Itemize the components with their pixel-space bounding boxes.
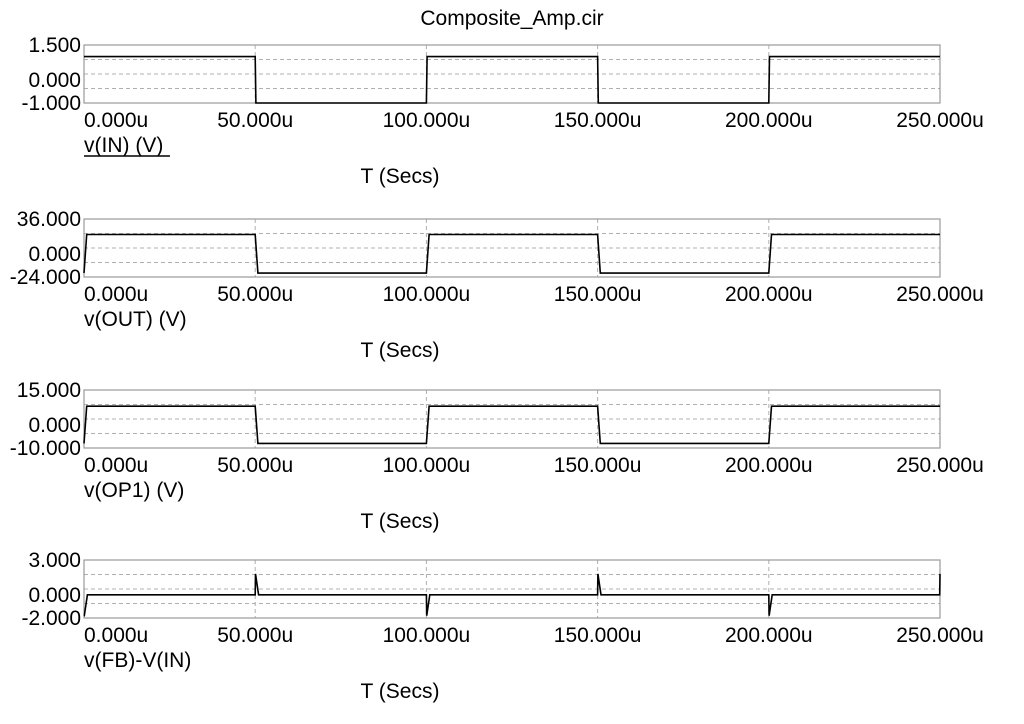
series-label[interactable]: v(IN) (V) — [84, 134, 163, 157]
x-tick-label: 0.000u — [84, 454, 148, 477]
x-tick-label: 250.000u — [896, 283, 984, 306]
x-tick-label: 200.000u — [725, 283, 813, 306]
y-tick-label: 0.000 — [28, 243, 81, 266]
x-tick-label: 150.000u — [554, 454, 642, 477]
y-tick-label: 0.000 — [28, 69, 81, 92]
x-axis-title: T (Secs) — [361, 680, 440, 703]
x-axis-title: T (Secs) — [361, 510, 440, 533]
y-tick-label: 0.000 — [28, 584, 81, 607]
x-tick-label: 0.000u — [84, 624, 148, 647]
y-tick-label: 15.000 — [17, 379, 81, 402]
x-axis-title: T (Secs) — [361, 165, 440, 188]
y-tick-label: 0.000 — [28, 414, 81, 437]
waveform-trace — [84, 55, 940, 104]
x-tick-label: 0.000u — [84, 109, 148, 132]
x-tick-label: 200.000u — [725, 454, 813, 477]
x-tick-label: 50.000u — [217, 283, 293, 306]
x-tick-label: 100.000u — [383, 283, 471, 306]
series-label[interactable]: v(FB)-V(IN) — [84, 649, 191, 672]
x-tick-label: 200.000u — [725, 624, 813, 647]
x-tick-label: 50.000u — [217, 454, 293, 477]
plot-frame — [83, 218, 941, 278]
series-label[interactable]: v(OUT) (V) — [84, 308, 187, 331]
y-tick-label: 1.500 — [28, 34, 81, 57]
x-tick-label: 150.000u — [554, 109, 642, 132]
y-tick-label: -24.000 — [10, 266, 81, 289]
x-tick-label: 250.000u — [896, 624, 984, 647]
x-tick-label: 250.000u — [896, 454, 984, 477]
plot-frame — [83, 44, 941, 104]
series-label[interactable]: v(OP1) (V) — [84, 479, 184, 502]
x-tick-label: 100.000u — [383, 454, 471, 477]
y-tick-label: 36.000 — [17, 208, 81, 231]
x-tick-label: 0.000u — [84, 283, 148, 306]
x-tick-label: 150.000u — [554, 624, 642, 647]
y-tick-label: 3.000 — [28, 549, 81, 572]
x-tick-label: 50.000u — [217, 624, 293, 647]
waveform-trace — [83, 233, 940, 274]
x-tick-label: 250.000u — [896, 109, 984, 132]
y-tick-label: -1.000 — [21, 92, 81, 115]
y-tick-label: -2.000 — [21, 607, 81, 630]
x-tick-label: 100.000u — [383, 109, 471, 132]
x-axis-title: T (Secs) — [361, 339, 440, 362]
waveform-trace — [83, 573, 941, 617]
x-tick-label: 100.000u — [383, 624, 471, 647]
plot-frame — [83, 389, 941, 449]
x-tick-label: 50.000u — [217, 109, 293, 132]
x-tick-label: 200.000u — [725, 109, 813, 132]
window-title: Composite_Amp.cir — [420, 7, 603, 30]
x-tick-label: 150.000u — [554, 283, 642, 306]
y-tick-label: -10.000 — [10, 437, 81, 460]
waveform-trace — [83, 405, 940, 445]
